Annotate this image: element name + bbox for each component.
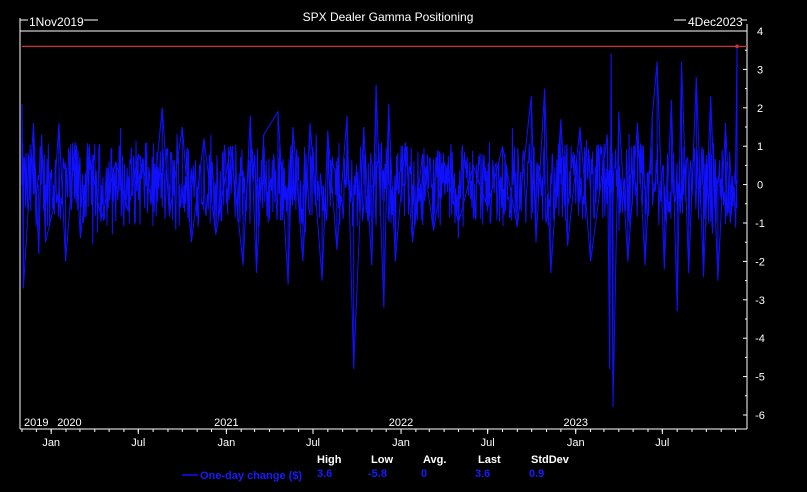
chart-title-group: SPX Dealer Gamma Positioning 1Nov2019 4D… [29, 10, 743, 29]
x-tick-label: Jul [131, 437, 145, 449]
plot-frame [19, 18, 748, 430]
y-tick-label: -6 [755, 410, 765, 422]
legend-series-name: One-day change ($) [200, 470, 302, 482]
y-tick-label: -2 [755, 256, 765, 268]
x-year-label: 2021 [214, 417, 238, 429]
x-tick-label: Jan [42, 437, 60, 449]
y-tick-label: -4 [755, 333, 765, 345]
y-tick-label: 4 [757, 26, 763, 38]
range-end-label: 4Dec2023 [688, 15, 743, 29]
x-axis: Jan Jul Jan Jul Jan Jul Jan Jul 2019 2020 2021 2022… [21, 417, 737, 449]
y-axis: 4 3 2 1 0 -1 -2 -3 -4 -5 -6 [743, 26, 765, 422]
last-value-marker [735, 44, 739, 49]
x-tick-label: Jul [655, 437, 669, 449]
x-year-label: 2023 [563, 417, 587, 429]
x-tick-label: Jul [481, 437, 495, 449]
y-tick-label: -3 [755, 295, 765, 307]
x-tick-label: Jan [217, 437, 235, 449]
range-start-label: 1Nov2019 [29, 15, 84, 29]
y-tick-label: 3 [757, 64, 763, 76]
reference-line [22, 44, 747, 49]
y-tick-label: 1 [757, 141, 763, 153]
series-line-peaks [21, 46, 738, 408]
y-tick-label: 2 [757, 103, 763, 115]
chart-title: SPX Dealer Gamma Positioning [303, 10, 474, 24]
y-tick-label: 0 [757, 180, 763, 192]
y-tick-label: -1 [755, 218, 765, 230]
x-year-label: 2019 [24, 417, 48, 429]
x-tick-label: Jul [306, 437, 320, 449]
x-year-label: 2022 [389, 417, 413, 429]
y-tick-label: -5 [755, 372, 765, 384]
x-tick-label: Jan [567, 437, 585, 449]
series-path [21, 46, 738, 408]
x-tick-label: Jan [392, 437, 410, 449]
legend: One-day change ($) [182, 470, 302, 482]
x-year-label: 2020 [57, 417, 81, 429]
